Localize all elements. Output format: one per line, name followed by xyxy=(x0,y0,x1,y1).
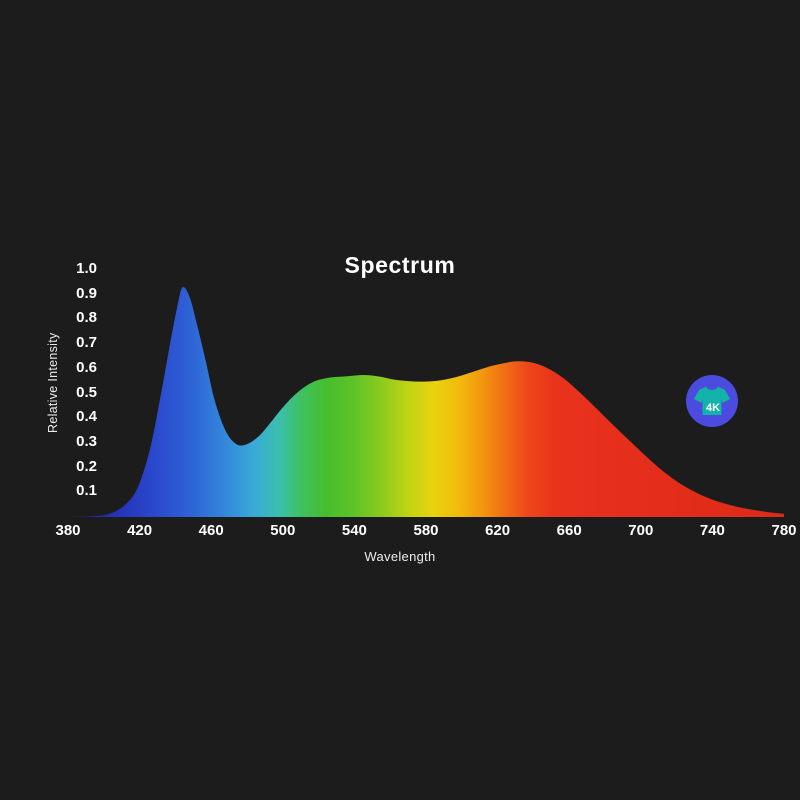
tshirt-shape xyxy=(694,386,730,415)
x-axis-label: Wavelength xyxy=(364,549,436,564)
badge-label: 4K xyxy=(706,402,720,414)
spectrum-curve xyxy=(68,286,784,517)
y-tick-label: 0.2 xyxy=(76,457,97,475)
x-tick-label: 540 xyxy=(341,522,367,539)
x-tick-label: 740 xyxy=(699,522,725,539)
y-tick-label: 0.4 xyxy=(76,408,97,426)
y-tick-label: 0.3 xyxy=(76,432,97,450)
tshirt-icon: 4K xyxy=(686,375,738,427)
x-tick-label: 500 xyxy=(270,522,296,539)
watermark-badge: 4K xyxy=(685,374,739,428)
x-tick-label: 780 xyxy=(771,522,797,539)
y-tick-label: 0.5 xyxy=(76,383,97,401)
x-tick-label: 460 xyxy=(198,522,224,539)
x-tick-label: 700 xyxy=(628,522,654,539)
y-tick-label: 1.0 xyxy=(76,260,97,277)
x-tick-label: 620 xyxy=(485,522,511,539)
y-tick-label: 0.9 xyxy=(76,284,97,302)
x-tick-label: 380 xyxy=(55,522,81,539)
y-tick-label: 0.1 xyxy=(76,482,97,500)
x-tick-label: 660 xyxy=(556,522,582,539)
y-tick-label: 0.7 xyxy=(76,334,97,352)
y-tick-label: 0.6 xyxy=(76,358,97,376)
x-tick-label: 580 xyxy=(413,522,439,539)
x-tick-label: 420 xyxy=(127,522,153,539)
y-tick-label: 0.8 xyxy=(76,309,97,327)
chart-title: Spectrum xyxy=(344,252,456,278)
